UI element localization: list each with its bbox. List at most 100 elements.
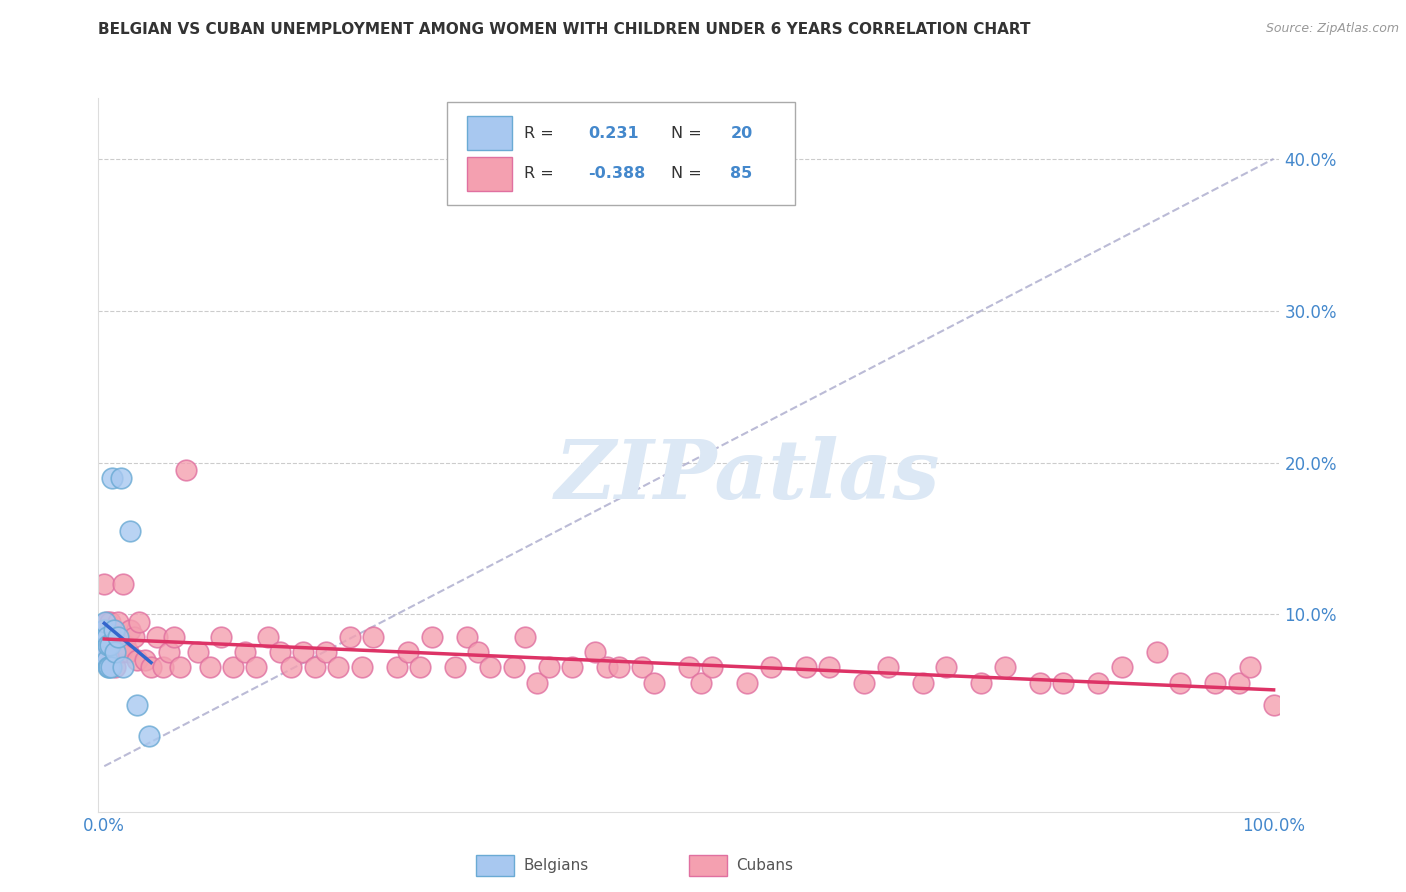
Point [96, 630, 118, 644]
Point [125, 653, 148, 667]
Point [1227, 675, 1250, 690]
Point [409, 660, 432, 674]
Point [97, 645, 120, 659]
Point [444, 660, 467, 674]
Point [104, 660, 127, 674]
Text: Source: ZipAtlas.com: Source: ZipAtlas.com [1265, 22, 1399, 36]
Point [537, 660, 560, 674]
Point [94, 615, 117, 629]
Point [315, 645, 337, 659]
Point [97, 630, 120, 644]
Point [209, 630, 232, 644]
Point [1087, 675, 1109, 690]
Point [187, 645, 209, 659]
Point [911, 675, 934, 690]
Point [118, 524, 141, 538]
Point [107, 615, 129, 629]
Point [97, 660, 120, 674]
Point [128, 615, 150, 629]
Text: N =: N = [671, 166, 702, 181]
Point [678, 660, 700, 674]
Point [526, 675, 548, 690]
Point [222, 660, 245, 674]
Point [93, 630, 115, 644]
Point [104, 630, 127, 644]
Point [737, 675, 759, 690]
Point [169, 660, 191, 674]
Point [1029, 675, 1052, 690]
Point [759, 660, 782, 674]
FancyBboxPatch shape [689, 855, 727, 876]
Point [198, 660, 221, 674]
Point [479, 660, 502, 674]
Point [467, 645, 489, 659]
Point [292, 645, 315, 659]
Point [689, 675, 711, 690]
Point [94, 645, 117, 659]
Point [103, 623, 125, 637]
Point [157, 645, 180, 659]
Point [794, 660, 817, 674]
Point [138, 729, 160, 743]
Point [456, 630, 478, 644]
Point [94, 638, 117, 652]
Point [117, 645, 139, 659]
Text: 0.231: 0.231 [589, 126, 640, 141]
Point [1204, 675, 1226, 690]
Point [139, 660, 162, 674]
Point [385, 660, 408, 674]
FancyBboxPatch shape [477, 855, 515, 876]
Point [994, 660, 1017, 674]
Point [702, 660, 724, 674]
Point [110, 645, 132, 659]
Point [304, 660, 326, 674]
Point [122, 630, 145, 644]
Point [125, 698, 148, 713]
Text: ZIPatlas: ZIPatlas [555, 436, 941, 516]
Text: -0.388: -0.388 [589, 166, 645, 181]
Text: R =: R = [523, 166, 554, 181]
Point [1146, 645, 1168, 659]
Point [876, 660, 898, 674]
Point [111, 577, 134, 591]
Point [1111, 660, 1133, 674]
Point [101, 471, 124, 485]
Point [174, 463, 197, 477]
Point [107, 630, 129, 644]
Point [1263, 698, 1285, 713]
Text: R =: R = [523, 126, 554, 141]
Point [935, 660, 957, 674]
Point [257, 630, 280, 644]
Point [1052, 675, 1074, 690]
Point [110, 471, 132, 485]
Point [818, 660, 841, 674]
Text: Cubans: Cubans [737, 858, 793, 872]
Point [631, 660, 654, 674]
Point [146, 630, 169, 644]
Point [269, 645, 291, 659]
Point [583, 645, 606, 659]
Point [98, 638, 121, 652]
Point [420, 630, 443, 644]
Point [100, 660, 122, 674]
Point [93, 577, 115, 591]
FancyBboxPatch shape [467, 116, 512, 150]
Point [93, 623, 115, 637]
Text: 20: 20 [730, 126, 752, 141]
Point [1168, 675, 1191, 690]
Point [103, 623, 125, 637]
Point [118, 623, 141, 637]
Point [339, 630, 361, 644]
Point [163, 630, 186, 644]
Point [350, 660, 373, 674]
Text: BELGIAN VS CUBAN UNEMPLOYMENT AMONG WOMEN WITH CHILDREN UNDER 6 YEARS CORRELATIO: BELGIAN VS CUBAN UNEMPLOYMENT AMONG WOME… [98, 22, 1031, 37]
Point [1239, 660, 1261, 674]
Point [396, 645, 419, 659]
FancyBboxPatch shape [467, 157, 512, 191]
Point [280, 660, 302, 674]
Text: Belgians: Belgians [523, 858, 589, 872]
Point [361, 630, 384, 644]
Point [607, 660, 630, 674]
Point [96, 653, 118, 667]
Point [100, 645, 122, 659]
